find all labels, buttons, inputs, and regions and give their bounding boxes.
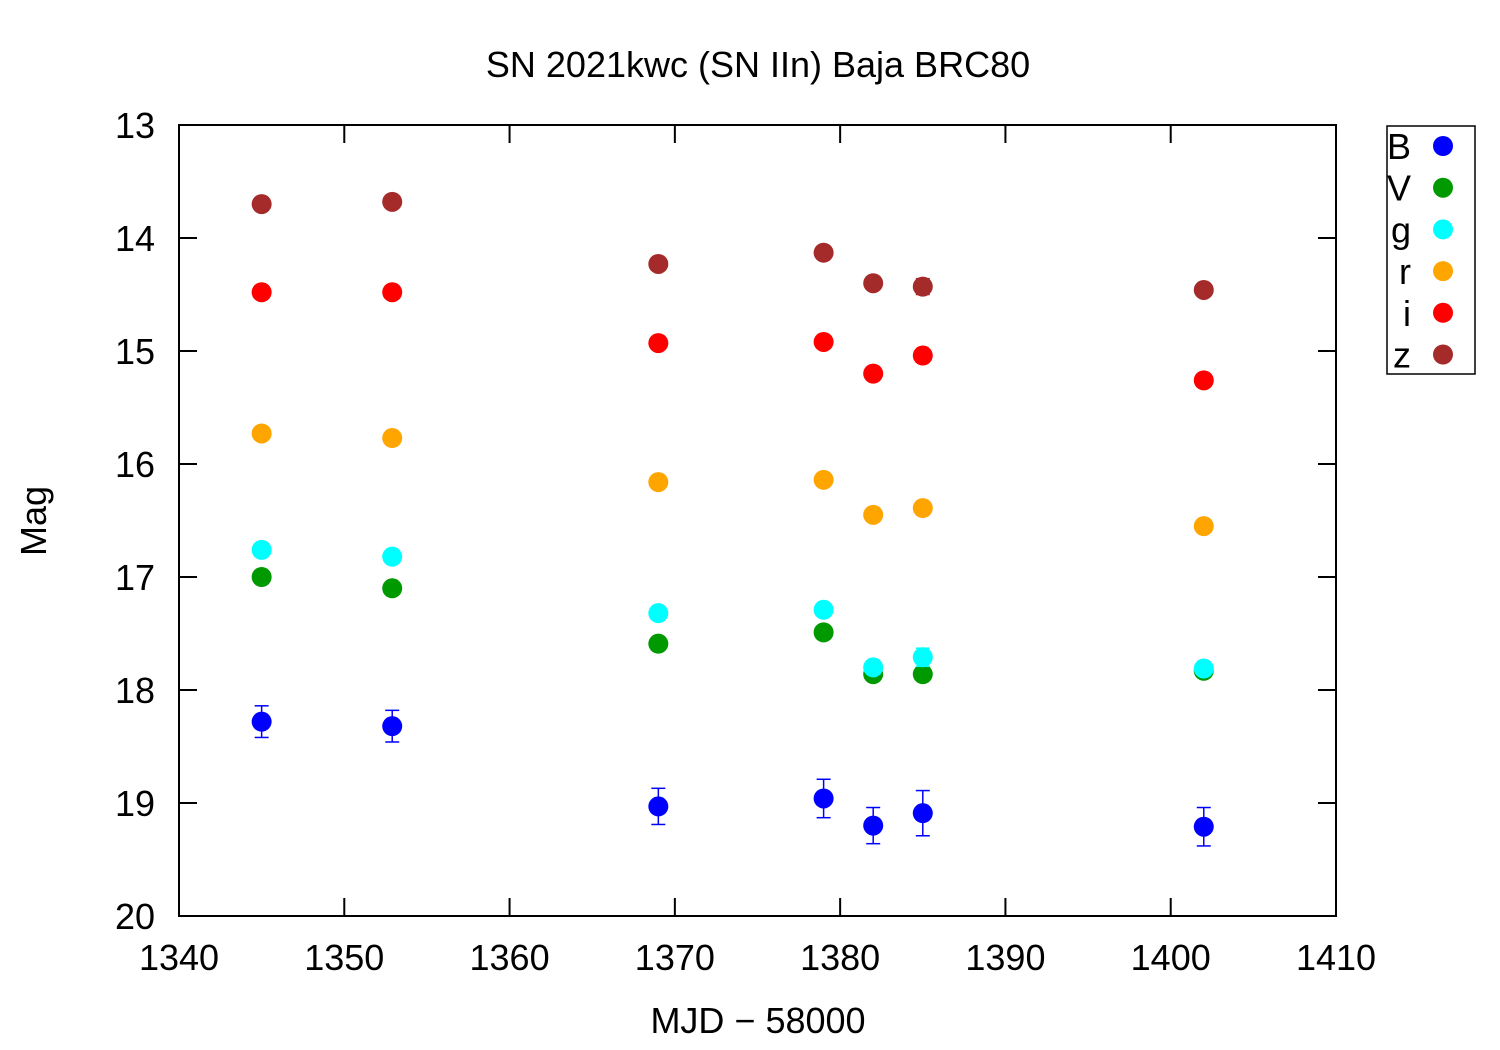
- data-point: [912, 345, 933, 366]
- series-z: [251, 191, 1214, 300]
- series-i: [251, 282, 1214, 391]
- data-point: [251, 423, 272, 444]
- data-point: [382, 191, 403, 212]
- legend-box: [1386, 125, 1476, 375]
- legend-label: z: [1393, 335, 1411, 376]
- data-point: [648, 333, 669, 354]
- legend-label: i: [1403, 293, 1411, 334]
- data-point: [251, 567, 272, 587]
- data-point: [863, 363, 884, 384]
- series-B: [251, 705, 1214, 847]
- x-tick-label: 1360: [470, 937, 550, 978]
- x-tick-label: 1370: [635, 937, 715, 978]
- data-point: [251, 282, 272, 303]
- data-point: [251, 711, 272, 732]
- data-point: [648, 253, 669, 274]
- legend-marker: [1433, 219, 1453, 240]
- data-point: [1193, 658, 1214, 679]
- legend-marker: [1433, 136, 1453, 156]
- y-tick-label: 13: [115, 105, 155, 146]
- data-point: [912, 647, 933, 668]
- data-point: [863, 273, 884, 294]
- data-point: [813, 788, 834, 809]
- data-point: [863, 815, 884, 836]
- y-tick-label: 19: [115, 783, 155, 824]
- x-axis-label: MJD − 58000: [650, 1000, 865, 1041]
- data-point: [382, 716, 403, 737]
- data-point: [813, 331, 834, 352]
- data-point: [1193, 516, 1214, 537]
- plot-frame: [178, 124, 1337, 917]
- data-point: [912, 276, 933, 297]
- data-point: [813, 622, 834, 643]
- data-point: [912, 498, 933, 519]
- axis-ticks: 1340 1350 1360 1370 1380 1390 1400 1410 13 14 15 16…: [115, 105, 1376, 978]
- data-point: [251, 194, 272, 215]
- y-tick-label: 17: [115, 557, 155, 598]
- data-point: [1193, 816, 1214, 837]
- y-tick-label: 18: [115, 670, 155, 711]
- data-point: [863, 657, 884, 678]
- legend-label: V: [1387, 168, 1411, 209]
- data-point: [648, 472, 669, 493]
- legend-label: B: [1387, 126, 1411, 167]
- x-tick-label: 1380: [800, 937, 880, 978]
- x-tick-label: 1410: [1296, 937, 1376, 978]
- legend-marker: [1433, 177, 1453, 198]
- x-tick-label: 1390: [965, 937, 1045, 978]
- data-point: [648, 796, 669, 817]
- x-tick-label: 1340: [139, 937, 219, 978]
- data-point: [251, 539, 272, 560]
- y-tick-label: 15: [115, 331, 155, 372]
- data-point: [382, 546, 403, 567]
- x-tick-label: 1400: [1131, 937, 1211, 978]
- data-point: [912, 664, 933, 685]
- legend-marker: [1433, 261, 1453, 282]
- data-point: [813, 469, 834, 490]
- y-tick-label: 20: [115, 896, 155, 937]
- data-point: [382, 578, 403, 599]
- data-point: [1193, 279, 1214, 300]
- data-point: [813, 599, 834, 620]
- legend-label: r: [1399, 251, 1411, 292]
- series-r: [251, 423, 1214, 537]
- data-point: [863, 504, 884, 525]
- legend-marker: [1433, 302, 1453, 323]
- y-axis-label: Mag: [13, 486, 54, 556]
- data-point: [813, 242, 834, 263]
- data-point: [382, 428, 403, 449]
- data-marks: [251, 191, 1214, 847]
- data-point: [912, 803, 933, 824]
- y-tick-label: 14: [115, 218, 155, 259]
- data-point: [1193, 370, 1214, 391]
- y-tick-label: 16: [115, 444, 155, 485]
- series-g: [251, 539, 1214, 679]
- legend-label: g: [1391, 209, 1411, 250]
- chart-title: SN 2021kwc (SN IIn) Baja BRC80: [486, 44, 1030, 85]
- data-point: [382, 282, 403, 303]
- legend-marker: [1433, 344, 1453, 365]
- data-point: [648, 603, 669, 624]
- x-tick-label: 1350: [304, 937, 384, 978]
- data-point: [648, 633, 669, 654]
